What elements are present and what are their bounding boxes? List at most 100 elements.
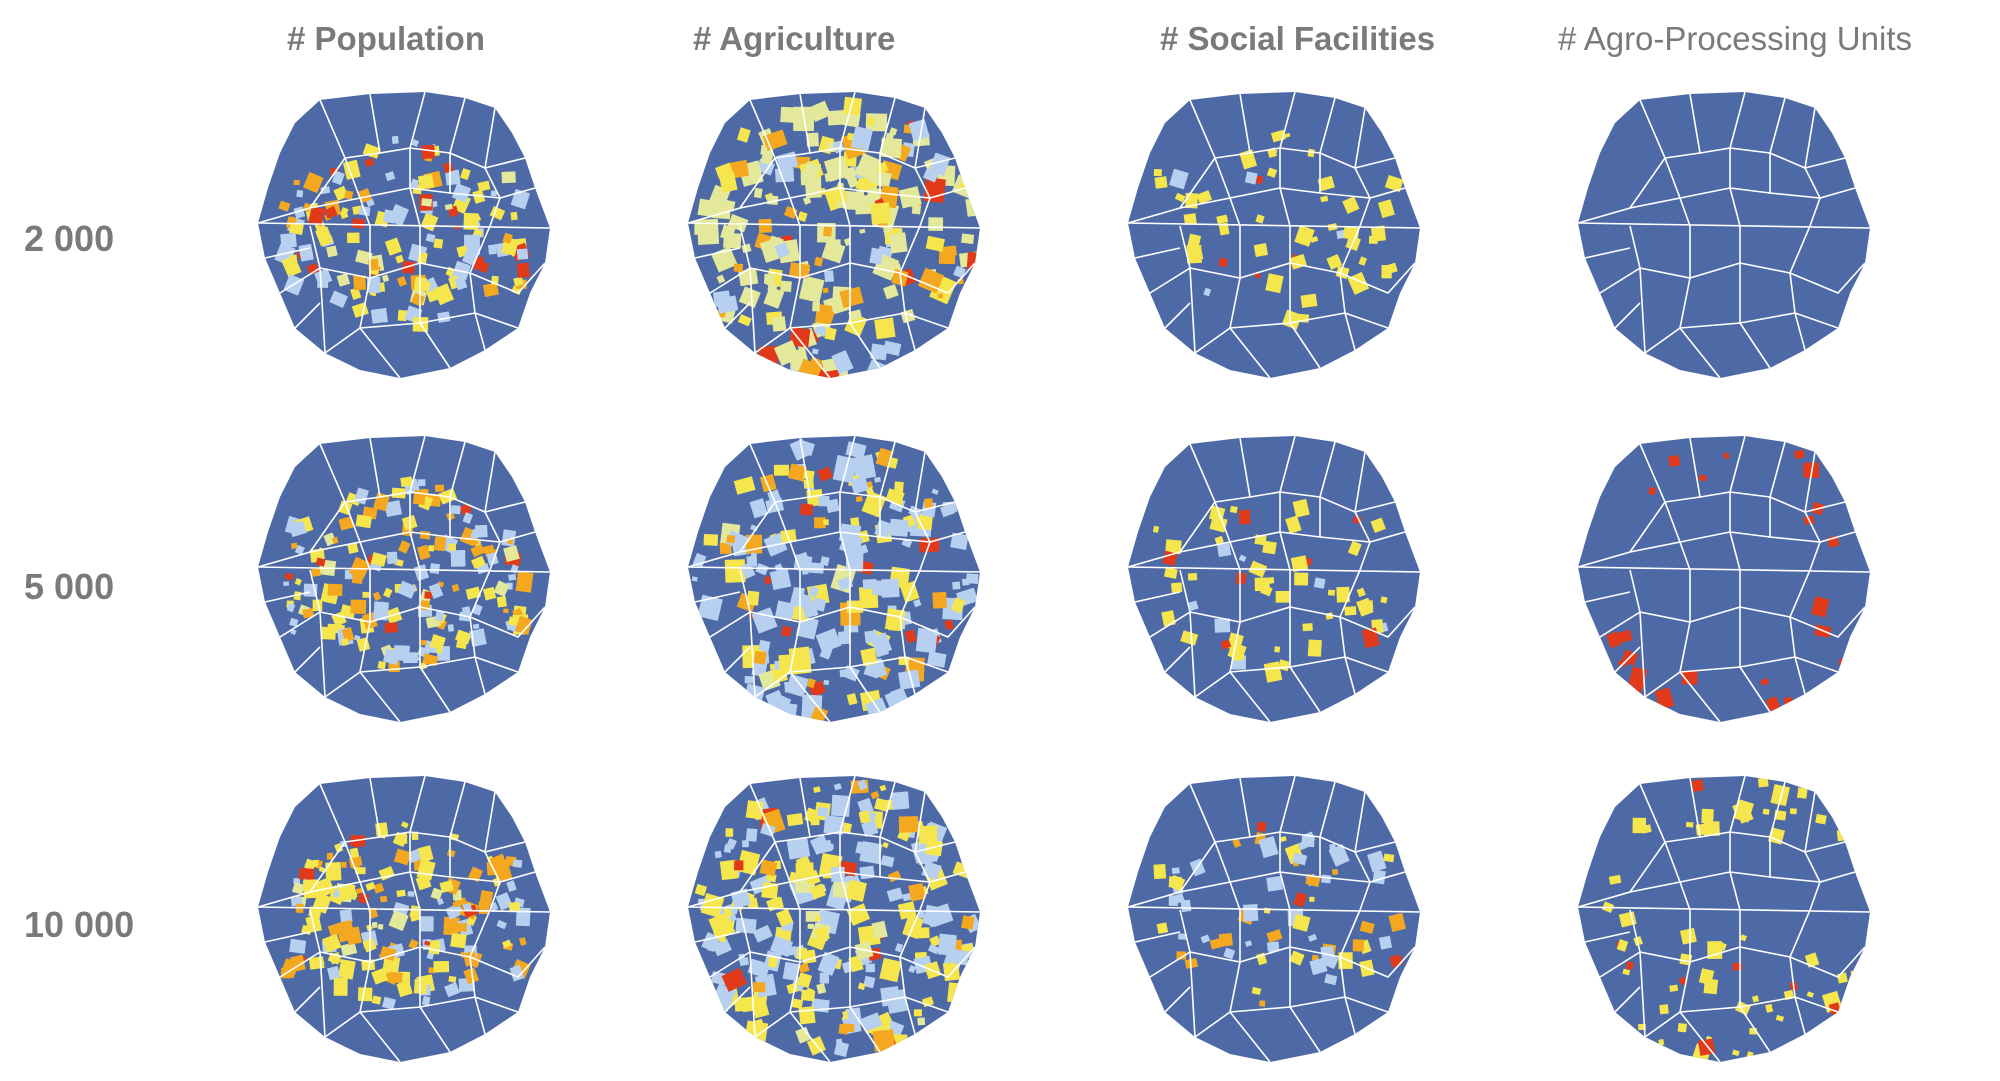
parcel-low bbox=[714, 850, 722, 859]
cell-boundary bbox=[484, 501, 526, 513]
parcel-mid bbox=[1265, 576, 1275, 585]
parcel-mid bbox=[1616, 939, 1629, 952]
parcel-low bbox=[1323, 953, 1339, 970]
parcel-low bbox=[784, 681, 797, 693]
parcel-low bbox=[835, 1038, 843, 1047]
map-svg bbox=[1577, 91, 1871, 379]
parcel-mid bbox=[795, 862, 814, 879]
parcel-low bbox=[862, 578, 877, 590]
parcel-mid bbox=[1309, 896, 1315, 902]
cell-boundary bbox=[1339, 946, 1416, 978]
parcel-mid bbox=[1263, 907, 1271, 914]
parcel-low bbox=[1372, 869, 1386, 885]
cell-boundary bbox=[919, 197, 931, 227]
cell-boundary bbox=[409, 531, 421, 571]
parcel-low bbox=[953, 265, 966, 279]
parcel-low bbox=[857, 779, 868, 791]
parcel-low bbox=[950, 532, 969, 550]
parcel-mid bbox=[377, 661, 386, 670]
parcel-mid bbox=[824, 327, 837, 341]
parcel-mid bbox=[879, 784, 887, 792]
parcel-mid_high bbox=[798, 962, 810, 974]
parcel-mid_high bbox=[393, 848, 412, 866]
parcel-mid bbox=[865, 116, 876, 127]
parcel-low bbox=[961, 578, 970, 586]
map-svg bbox=[1127, 435, 1421, 723]
parcel-mid_high bbox=[451, 583, 460, 592]
parcel-low bbox=[450, 549, 466, 567]
parcel-low bbox=[793, 554, 813, 573]
parcel-low bbox=[512, 859, 523, 868]
parcel-mid_high bbox=[463, 967, 480, 985]
map-population-2000 bbox=[250, 88, 570, 388]
parcel-mid bbox=[1368, 235, 1378, 244]
parcel-low bbox=[832, 455, 858, 484]
parcel-low bbox=[428, 647, 437, 654]
parcel-mid_high bbox=[434, 484, 445, 492]
parcel-mid_high bbox=[344, 190, 354, 200]
parcel-mid bbox=[341, 638, 349, 646]
cell-boundary bbox=[1639, 611, 1646, 698]
parcel-mid_low bbox=[355, 249, 373, 266]
parcel-mid_low bbox=[336, 273, 351, 287]
parcel-mid_high bbox=[489, 853, 508, 873]
parcel-mid_high bbox=[502, 232, 513, 244]
parcel-mid_high bbox=[1266, 929, 1283, 943]
parcel-mid bbox=[289, 254, 298, 264]
parcel-low bbox=[842, 665, 860, 682]
parcel-mid_low bbox=[795, 1026, 812, 1044]
cell-boundary bbox=[1614, 986, 1641, 1013]
parcel-mid_low bbox=[716, 274, 726, 284]
parcel-mid bbox=[1274, 646, 1281, 653]
parcel-high bbox=[402, 261, 415, 274]
parcel-mid bbox=[1165, 539, 1182, 555]
parcel-mid bbox=[1642, 824, 1652, 834]
parcel-mid bbox=[1310, 236, 1319, 243]
parcel-mid bbox=[507, 616, 517, 626]
parcel-mid_high bbox=[443, 916, 460, 936]
parcel-mid bbox=[899, 581, 920, 603]
parcel-low bbox=[420, 916, 434, 932]
cell-boundary bbox=[1279, 187, 1291, 227]
parcel-low bbox=[1244, 171, 1258, 185]
parcel-mid bbox=[340, 207, 349, 217]
parcel-low bbox=[745, 828, 758, 842]
parcel-mid bbox=[454, 629, 472, 645]
parcel-mid_high bbox=[961, 915, 975, 930]
parcel-mid_high bbox=[452, 901, 460, 908]
region-outline bbox=[1128, 92, 1420, 378]
parcel-mid bbox=[368, 146, 378, 158]
parcel-mid_high bbox=[917, 267, 944, 294]
cell-boundary bbox=[319, 611, 326, 698]
parcel-mid_low bbox=[806, 132, 819, 147]
cell-boundary bbox=[1127, 443, 1216, 568]
cell-boundary bbox=[789, 1011, 831, 1063]
parcel-high bbox=[799, 503, 814, 516]
parcel-low bbox=[697, 594, 723, 621]
parcel-mid bbox=[813, 786, 821, 793]
parcel-low bbox=[317, 275, 329, 288]
parcel-high bbox=[781, 625, 792, 637]
parcel-mid_high bbox=[887, 870, 902, 883]
parcel-mid bbox=[1789, 808, 1797, 815]
parcel-mid bbox=[1260, 584, 1273, 597]
cell-boundary bbox=[319, 951, 326, 1038]
parcel-low bbox=[814, 324, 828, 337]
cell-boundary bbox=[1789, 946, 1866, 978]
parcel-high bbox=[944, 619, 955, 631]
cell-boundary bbox=[294, 986, 321, 1013]
cell-boundary bbox=[1739, 322, 1771, 369]
parcel-low bbox=[775, 167, 795, 183]
parcel-mid bbox=[1168, 874, 1186, 892]
parcel-mid bbox=[384, 237, 402, 256]
parcel-low bbox=[1238, 554, 1247, 563]
parcel-mid bbox=[1622, 968, 1631, 976]
cell-boundary bbox=[724, 302, 751, 329]
cell-boundary bbox=[1729, 871, 1741, 911]
parcel-high bbox=[1238, 509, 1251, 525]
parcel-high bbox=[817, 466, 834, 482]
parcel-mid bbox=[1187, 233, 1202, 250]
parcel-mid bbox=[929, 935, 941, 947]
cell-boundary bbox=[899, 946, 976, 978]
cell-boundary bbox=[1739, 666, 1771, 713]
